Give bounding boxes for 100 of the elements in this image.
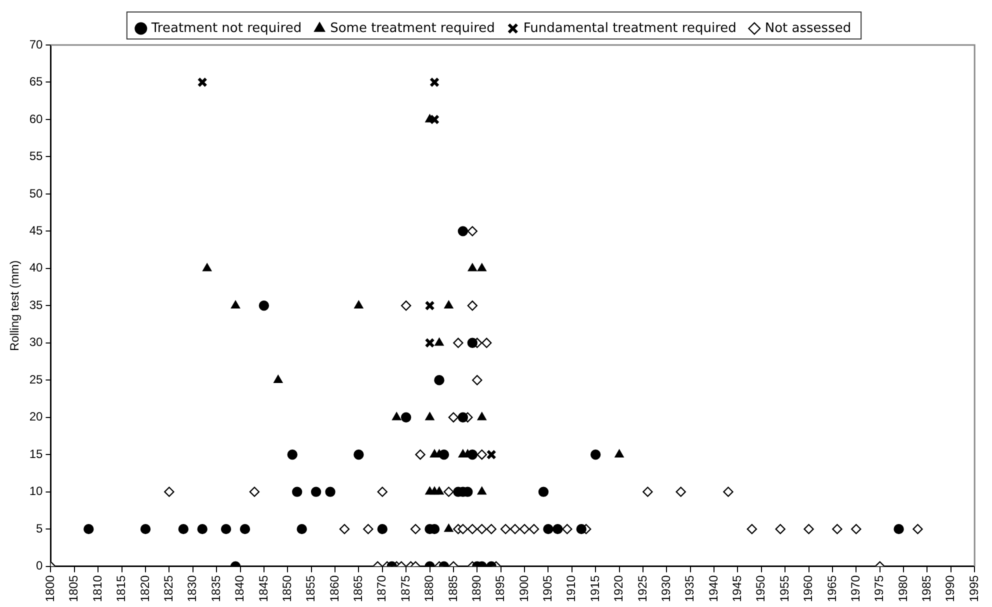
y-tick-label: 10 [29, 484, 44, 498]
point [476, 524, 487, 534]
point [287, 449, 298, 460]
point [354, 300, 364, 308]
point [453, 338, 464, 348]
x-tick-label: 1845 [256, 574, 270, 602]
y-tick-label: 65 [29, 74, 44, 89]
x-tick-label: 1920 [612, 574, 626, 602]
point [468, 263, 477, 272]
y-tick-label: 70 [29, 37, 44, 52]
legend-label: Not assessed [764, 20, 852, 36]
x-tick-label: 1880 [422, 574, 436, 602]
point [434, 338, 444, 346]
x-tick-label: 1965 [824, 574, 839, 602]
point [296, 524, 307, 534]
point [562, 524, 572, 534]
x-tick-label: 1895 [493, 574, 508, 602]
y-tick-label: 45 [29, 223, 44, 238]
y-tick-label: 5 [36, 521, 44, 536]
point [519, 524, 530, 534]
x-tick-label: 1900 [516, 574, 531, 602]
point [482, 338, 492, 348]
point [444, 486, 454, 497]
point [477, 263, 486, 272]
legend-label: Treatment not required [150, 20, 302, 36]
point [477, 412, 486, 420]
x-tick-label: 1975 [872, 574, 886, 602]
point [467, 524, 478, 534]
point [249, 486, 260, 497]
point [392, 412, 402, 420]
x-tick-label: 1870 [374, 574, 389, 602]
point [231, 300, 240, 308]
x-tick-label: 1950 [754, 574, 768, 602]
point [197, 77, 208, 88]
y-tick-label: 35 [29, 298, 44, 312]
point [467, 300, 478, 311]
point [894, 524, 904, 534]
point [832, 524, 842, 534]
y-tick-label: 30 [29, 335, 44, 350]
point [510, 524, 520, 534]
legend-label: Some treatment required [330, 20, 495, 36]
point [528, 524, 540, 534]
point [429, 114, 440, 125]
x-tick-label: 1830 [185, 574, 200, 602]
x-tick-label: 1805 [66, 574, 81, 602]
x-tick-label: 1885 [446, 574, 460, 602]
x-tick-label: 1915 [588, 574, 602, 602]
x-tick-label: 1855 [304, 574, 318, 602]
point [912, 524, 923, 534]
point [676, 486, 686, 497]
point [240, 524, 250, 534]
x-tick-label: 1925 [635, 574, 650, 602]
point [486, 450, 496, 460]
x-tick-label: 1800 [43, 574, 58, 602]
point [339, 524, 350, 534]
x-tick-label: 1980 [896, 574, 910, 602]
y-tick-label: 0 [36, 558, 44, 573]
y-tick-label: 50 [29, 186, 44, 200]
x-tick-label: 1810 [90, 574, 104, 602]
point [197, 524, 208, 534]
x-tick-label: 1825 [162, 574, 176, 602]
point [500, 524, 511, 534]
x-tick-label: 1955 [777, 574, 792, 602]
point [486, 524, 496, 534]
point [538, 486, 549, 497]
point [438, 449, 450, 460]
x-tick-label: 1860 [327, 574, 342, 602]
point [576, 524, 586, 534]
y-tick-label: 60 [29, 112, 44, 126]
point [477, 486, 486, 495]
point [472, 375, 482, 386]
point [410, 524, 421, 534]
point [746, 524, 758, 534]
x-tick-label: 1945 [730, 574, 744, 602]
point [425, 114, 434, 122]
legend-label: Fundamental treatment required [523, 20, 736, 36]
point [642, 486, 653, 497]
x-tick-label: 1985 [920, 574, 934, 602]
x-tick-label: 1815 [114, 574, 128, 602]
point [444, 300, 454, 308]
point [467, 226, 478, 236]
x-tick-label: 1990 [943, 574, 958, 602]
x-tick-label: 1930 [658, 574, 673, 602]
point [178, 524, 189, 534]
point [458, 524, 468, 534]
x-tick-label: 1850 [280, 574, 294, 602]
y-tick-label: 40 [29, 260, 44, 275]
point [775, 524, 786, 534]
point [543, 524, 554, 534]
x-tick-label: 1835 [208, 574, 223, 602]
x-tick-label: 1960 [801, 574, 816, 602]
point [377, 486, 388, 497]
point [458, 412, 468, 422]
point [202, 263, 212, 272]
point [434, 375, 444, 386]
x-tick-label: 1875 [398, 574, 412, 602]
point [467, 338, 478, 348]
point [400, 300, 412, 311]
x-tick-label: 1820 [138, 574, 152, 602]
point [804, 524, 814, 534]
